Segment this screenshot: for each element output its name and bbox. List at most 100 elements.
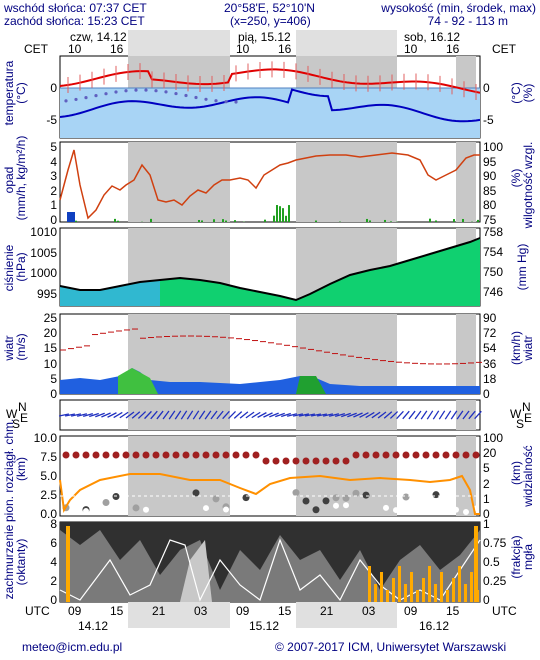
wind-arrow — [432, 410, 440, 420]
hour-bottom-3: 03 — [194, 604, 208, 618]
wind-arrow — [420, 410, 428, 420]
wind-arrow — [174, 410, 182, 420]
day-label-1: czw, 14.12 — [70, 30, 127, 44]
cloud-top-dot — [342, 457, 350, 465]
cloud-low-dot — [463, 509, 469, 516]
pressure-mmhg-tick-right-2: 750 — [483, 265, 504, 279]
wind-arrow — [156, 410, 164, 420]
precip-bar — [264, 219, 266, 222]
cloud-top-dot — [152, 451, 160, 459]
cover-tick-left-3: 2 — [50, 574, 57, 588]
wind-kmh-tick-right-3: 36 — [483, 356, 497, 371]
day-label-2: pią, 15.12 — [238, 30, 291, 44]
temp-tick-left-1: -5 — [46, 113, 57, 127]
fog-bar-left — [66, 526, 70, 602]
wind-arrow — [269, 412, 279, 418]
wind-arrow — [383, 411, 393, 419]
cloud-low-dot — [393, 507, 399, 514]
cloud-tick-left-1: 7.5 — [40, 450, 57, 464]
precip-bar — [282, 208, 284, 222]
cloud-mid-dot — [292, 489, 300, 497]
wind-arrow — [162, 410, 170, 420]
humidity-tick-right-4: 80 — [483, 198, 497, 213]
temp-tick-left-0: 0 — [50, 81, 57, 95]
wind-arrow — [245, 411, 255, 419]
visibility-tick-right-4: 1 — [483, 491, 490, 506]
wind-arrow — [371, 411, 381, 419]
cloud-mid-dot — [102, 499, 110, 507]
pressure-unit-right: (mm Hg) — [515, 243, 529, 291]
fog-tick-right-4: 0 — [483, 593, 490, 607]
visibility-line — [59, 473, 480, 515]
precip-bar — [384, 219, 386, 222]
fog-bar — [470, 572, 473, 602]
compass-s-right: S — [516, 417, 525, 431]
wind-arrow — [287, 413, 297, 417]
timeline-band-3 — [128, 602, 230, 628]
wind-arrow — [204, 410, 212, 420]
fog-bar — [416, 590, 419, 602]
hour-bottom-1: 15 — [110, 604, 124, 618]
wind-arrow — [186, 410, 194, 420]
temp-dot — [124, 89, 128, 93]
hour-top-9: 16 — [446, 42, 460, 56]
timeline-band-4 — [296, 602, 397, 628]
clouds-unit: (km) — [14, 457, 28, 481]
precip-bar — [366, 218, 368, 222]
precip-bar — [288, 205, 290, 222]
wind-arrow — [275, 412, 285, 418]
temp-dot — [184, 93, 188, 98]
fog-bar — [404, 584, 407, 602]
wind-arrow — [216, 410, 224, 420]
pressure-mmhg-tick-right-1: 754 — [483, 245, 504, 259]
precip-tick-left-0: 5 — [50, 140, 57, 154]
cloud-top-dot — [332, 457, 340, 465]
cloud-top-dot — [242, 451, 250, 459]
cloud-top-dot — [232, 451, 240, 459]
humidity-tick-right-0: 100 — [483, 140, 504, 154]
fog-label-right: mgła — [521, 544, 535, 571]
cloud-top-dot — [422, 451, 430, 459]
cloud-mid-dot — [192, 489, 200, 497]
precip-snow-bar — [67, 212, 75, 222]
temp-dot — [84, 96, 88, 100]
precip-bar — [435, 220, 437, 222]
cover-tick-left-0: 8 — [50, 517, 57, 531]
sunset-text: zachód słońca: 15:23 CET — [4, 14, 145, 28]
wind-arrow — [310, 413, 322, 417]
hour-bottom-4: 09 — [236, 604, 250, 618]
wind-arrow — [113, 411, 123, 419]
precip-bar — [234, 220, 236, 222]
wind-fill — [60, 368, 480, 394]
cloud-top-dot — [452, 451, 460, 459]
humidity-tick-right-3: 85 — [483, 183, 497, 198]
visibility-label-right: widzialność — [521, 445, 535, 507]
cloud-mid-dot — [402, 493, 410, 501]
precip-bar — [276, 205, 278, 222]
wind-arrow — [58, 413, 70, 417]
precip-bar — [150, 218, 152, 222]
fog-bar — [410, 572, 413, 602]
contact-email[interactable]: meteo@icm.edu.pl — [22, 640, 123, 654]
fog-tick-right-3: 0.25 — [483, 574, 507, 588]
wind-arrow — [222, 410, 230, 420]
cloud-tick-left-3: 2.5 — [40, 488, 57, 502]
temp-dot — [214, 99, 218, 103]
cloud-top-dot — [372, 451, 380, 459]
fog-bar — [398, 566, 401, 602]
temp-dot — [234, 100, 238, 104]
precip-bar — [429, 218, 431, 222]
night-band-0-1 — [128, 142, 230, 222]
cloud-top-dot — [352, 451, 360, 459]
wind-arrow — [83, 413, 93, 417]
night-band-0-4 — [128, 400, 230, 430]
dew-point-line — [59, 88, 481, 123]
copyright-text: © 2007-2017 ICM, Uniwersytet Warszawski — [275, 640, 507, 654]
hour-top-4: 10 — [236, 42, 250, 56]
zone-right-bottom: UTC — [492, 604, 517, 618]
wind-arrow — [76, 413, 88, 417]
wind-arrow — [298, 413, 310, 417]
day-bottom-2: 15.12 — [249, 619, 280, 633]
precip-bar — [369, 220, 371, 222]
wind-arrow — [328, 413, 340, 417]
